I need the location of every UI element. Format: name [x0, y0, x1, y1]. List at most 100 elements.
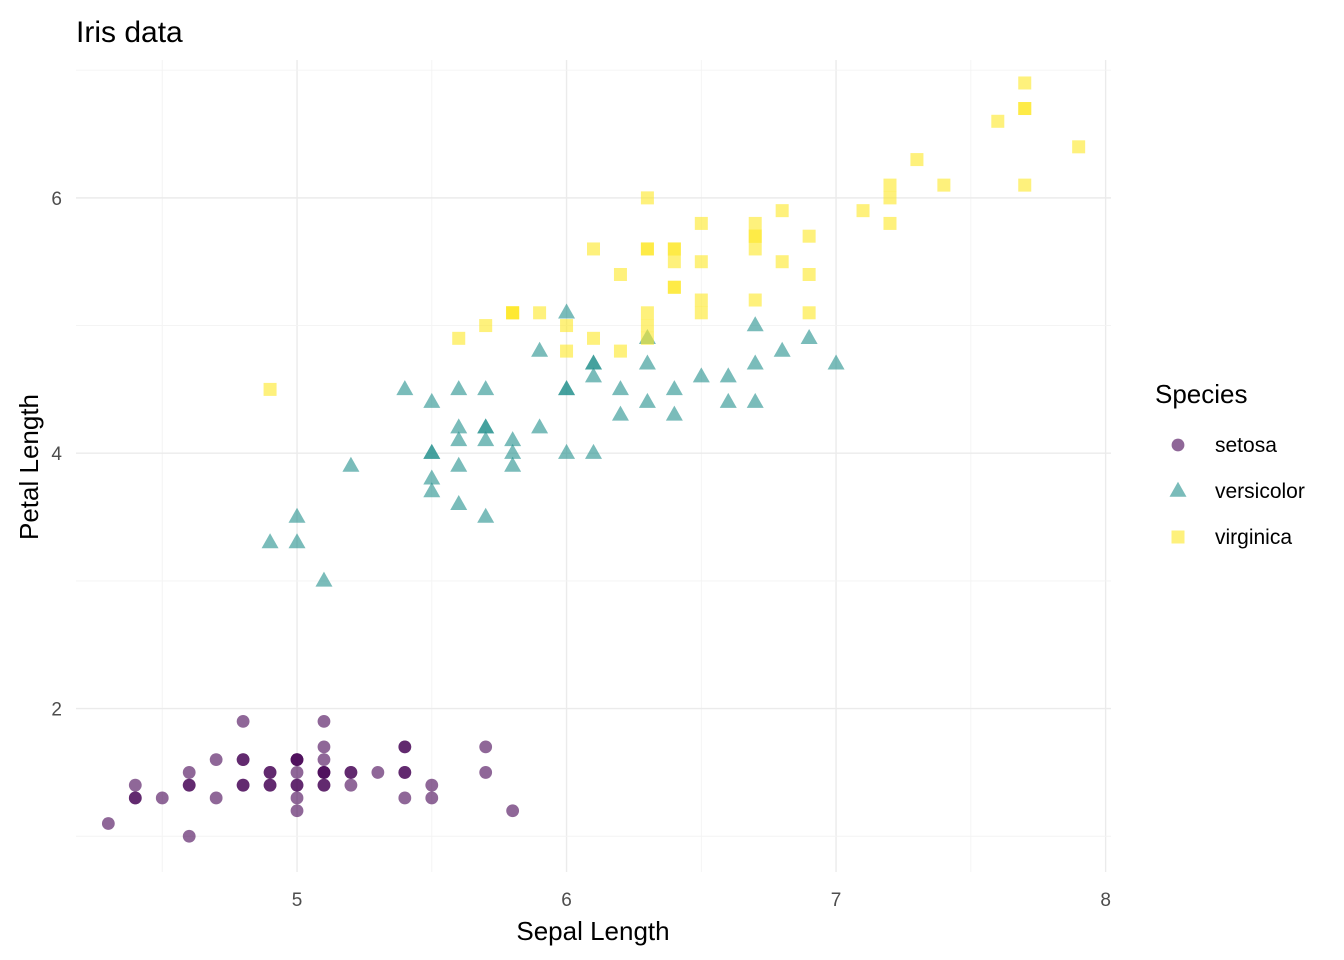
versicolor-point — [423, 469, 441, 485]
versicolor-point — [477, 418, 495, 434]
versicolor-point — [288, 507, 306, 523]
versicolor-point — [827, 354, 845, 370]
versicolor-point — [450, 495, 468, 511]
setosa-point — [425, 791, 439, 805]
setosa-point — [479, 740, 493, 754]
setosa-point — [371, 766, 385, 779]
virginica-point — [640, 306, 654, 320]
virginica-point — [694, 293, 708, 307]
legend-key-versicolor — [1169, 481, 1187, 497]
versicolor-point — [558, 443, 576, 459]
virginica-point — [667, 255, 681, 269]
setosa-point — [398, 766, 412, 779]
series-setosa — [101, 714, 520, 843]
virginica-point — [883, 178, 897, 192]
setosa-point — [317, 714, 331, 728]
versicolor-point — [719, 367, 737, 383]
versicolor-point — [746, 316, 764, 332]
setosa-point — [182, 829, 196, 843]
versicolor-point — [611, 380, 629, 396]
versicolor-point — [450, 418, 468, 434]
virginica-point — [587, 242, 600, 256]
versicolor-point — [423, 443, 441, 459]
virginica-point — [694, 306, 708, 320]
legend-key-setosa — [1171, 438, 1185, 452]
series-virginica — [263, 76, 1086, 396]
virginica-point — [748, 242, 762, 256]
setosa-point — [263, 778, 277, 792]
setosa-point — [425, 778, 439, 792]
virginica-point — [640, 191, 654, 205]
virginica-point — [452, 331, 466, 345]
versicolor-point — [611, 405, 629, 421]
setosa-point — [290, 753, 304, 767]
virginica-point — [802, 267, 816, 281]
series-versicolor — [261, 303, 845, 587]
virginica-point — [560, 344, 574, 358]
versicolor-point — [288, 533, 306, 549]
setosa-point — [344, 778, 358, 792]
virginica-point — [775, 204, 789, 218]
virginica-point — [991, 114, 1005, 128]
virginica-point — [640, 319, 654, 333]
versicolor-point — [692, 367, 710, 383]
virginica-point — [640, 242, 654, 256]
setosa-point — [236, 778, 250, 792]
setosa-point — [209, 753, 223, 767]
y-axis-title: Petal Length — [14, 394, 44, 540]
versicolor-point — [746, 392, 764, 408]
virginica-point — [748, 216, 762, 230]
versicolor-point — [531, 418, 549, 434]
versicolor-point — [315, 571, 333, 587]
plot-grid — [76, 60, 1111, 872]
virginica-point — [263, 382, 277, 396]
legend-label-setosa: setosa — [1215, 434, 1277, 457]
virginica-point — [694, 216, 708, 230]
versicolor-point — [450, 431, 468, 447]
setosa-point — [236, 714, 250, 728]
setosa-point — [317, 766, 331, 779]
versicolor-point — [450, 380, 468, 396]
versicolor-point — [531, 341, 549, 357]
virginica-point — [748, 229, 762, 243]
versicolor-point — [342, 456, 360, 472]
versicolor-point — [423, 392, 441, 408]
virginica-point — [479, 319, 493, 333]
x-axis-title: Sepal Length — [516, 916, 669, 946]
chart-title: Iris data — [76, 16, 183, 49]
virginica-point — [506, 306, 520, 320]
legend-title: Species — [1155, 379, 1248, 409]
x-tick-label: 7 — [831, 890, 842, 911]
setosa-point — [236, 753, 250, 767]
setosa-point — [506, 804, 520, 818]
versicolor-point — [558, 303, 576, 319]
virginica-point — [694, 255, 708, 269]
virginica-point — [910, 153, 924, 167]
virginica-point — [640, 331, 654, 345]
virginica-point — [613, 267, 627, 281]
setosa-point — [182, 766, 196, 779]
versicolor-point — [638, 354, 656, 370]
setosa-point — [209, 791, 223, 805]
data-points — [101, 76, 1086, 843]
versicolor-point — [585, 354, 602, 370]
virginica-point — [533, 306, 547, 320]
versicolor-point — [261, 533, 279, 549]
y-tick-label: 4 — [51, 444, 62, 465]
virginica-point — [775, 255, 789, 269]
x-tick-label: 5 — [292, 890, 303, 911]
virginica-point — [937, 178, 951, 192]
versicolor-point — [665, 405, 683, 421]
setosa-point — [290, 791, 304, 805]
setosa-point — [317, 740, 331, 754]
setosa-point — [290, 766, 304, 779]
legend-key-virginica — [1171, 530, 1185, 544]
versicolor-point — [719, 392, 737, 408]
x-tick-label: 8 — [1100, 890, 1111, 911]
virginica-point — [802, 306, 816, 320]
virginica-point — [1018, 178, 1032, 192]
versicolor-point — [477, 380, 495, 396]
versicolor-point — [800, 329, 818, 345]
virginica-point — [613, 344, 627, 358]
virginica-point — [667, 280, 681, 294]
